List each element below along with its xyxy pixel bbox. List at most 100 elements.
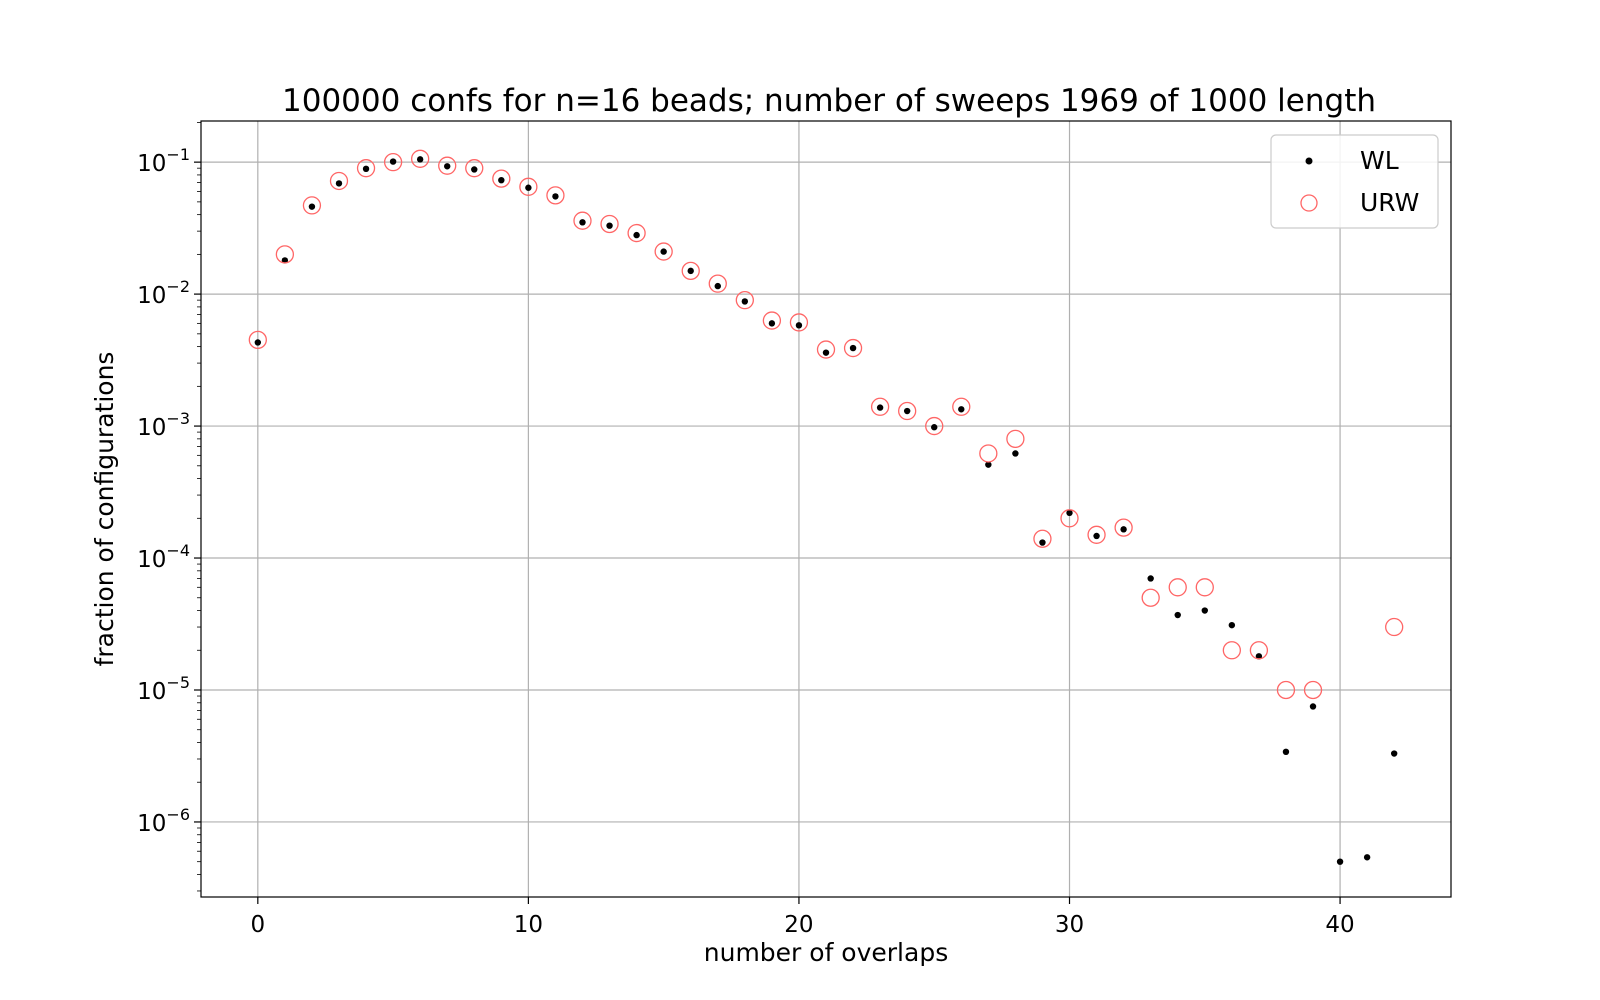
wl-point: [1282, 748, 1290, 756]
series-wl: [254, 156, 1398, 865]
wl-point: [822, 349, 830, 356]
chart-title: 100000 confs for n=16 beads; number of s…: [282, 83, 1376, 119]
y-tick-base: 10: [137, 547, 166, 573]
urw-point: [1385, 617, 1404, 637]
wl-point: [633, 231, 640, 239]
wl-point: [1336, 858, 1344, 865]
wl-point: [741, 298, 749, 305]
wl-point: [1120, 526, 1127, 533]
urw-point: [870, 397, 890, 416]
urw-point: [708, 274, 727, 293]
y-tick-label: 10−4: [137, 541, 190, 573]
wl-point: [1255, 653, 1263, 660]
urw-point: [789, 313, 809, 332]
y-tick-label: 10−3: [137, 409, 190, 441]
wl-point: [1201, 607, 1208, 614]
urw-point: [816, 340, 836, 359]
urw-point: [1303, 680, 1323, 700]
wl-point: [1093, 532, 1100, 540]
y-tick-exponent: −1: [166, 145, 190, 164]
wl-point: [1174, 611, 1181, 619]
y-tick-exponent: −2: [166, 277, 190, 296]
wl-point: [389, 158, 397, 165]
grid-lines: [201, 121, 1451, 897]
wl-point: [335, 180, 343, 187]
y-tick-label: 10−5: [137, 673, 190, 705]
urw-point: [465, 159, 484, 178]
wl-point: [903, 407, 911, 415]
urw-point: [1141, 588, 1160, 607]
plot-frame: [200, 120, 1452, 898]
wl-point: [1039, 539, 1046, 546]
y-tick-base: 10: [137, 679, 166, 705]
x-tick-label: 20: [784, 912, 813, 938]
urw-point: [1087, 525, 1106, 544]
urw-point: [275, 245, 295, 264]
y-tick-exponent: −3: [166, 409, 190, 428]
y-tick-base: 10: [137, 283, 166, 309]
urw-point: [843, 338, 863, 358]
series-urw: [248, 149, 1404, 700]
wl-point: [552, 193, 559, 200]
legend-label-urw: URW: [1360, 188, 1419, 217]
urw-point: [735, 290, 754, 310]
urw-point: [1060, 509, 1079, 528]
y-tick-base: 10: [137, 151, 166, 177]
y-tick-exponent: −5: [166, 673, 190, 692]
wl-point: [1228, 621, 1236, 629]
wl-point: [931, 424, 938, 431]
x-tick-label: 0: [250, 912, 265, 938]
wl-point: [416, 156, 424, 163]
x-axis-label: number of overlaps: [704, 938, 948, 967]
urw-point: [1276, 680, 1296, 700]
urw-point: [492, 169, 511, 188]
urw-point: [627, 223, 646, 243]
y-tick-exponent: −6: [166, 805, 190, 824]
legend-label-wl: WL: [1360, 146, 1399, 175]
wl-point: [660, 248, 667, 255]
wl-point: [849, 344, 857, 352]
wl-point: [362, 165, 370, 173]
legend-marker-urw: [1300, 194, 1318, 212]
urw-point: [1006, 429, 1025, 449]
wl-point: [1390, 750, 1398, 757]
urw-point: [546, 186, 565, 205]
wl-point: [1147, 575, 1154, 582]
wl-point: [768, 320, 776, 327]
urw-point: [1168, 578, 1187, 597]
y-tick-label: 10−1: [137, 145, 190, 177]
y-tick-label: 10−6: [137, 805, 190, 837]
wl-point: [1309, 703, 1317, 710]
urw-point: [952, 397, 971, 416]
legend-marker-wl: [1305, 157, 1313, 165]
wl-point: [958, 406, 965, 413]
wl-point: [876, 404, 884, 411]
wl-point: [714, 282, 721, 290]
wl-point: [471, 166, 478, 173]
wl-point: [525, 184, 532, 191]
wl-point: [444, 163, 451, 170]
y-tick-exponent: −4: [166, 541, 190, 560]
wl-point: [606, 222, 613, 229]
urw-point: [681, 261, 700, 281]
urw-point: [302, 196, 322, 215]
wl-point: [254, 339, 262, 346]
urw-point: [329, 171, 349, 191]
urw-point: [1195, 578, 1214, 597]
wl-point: [687, 267, 694, 275]
urw-point: [1114, 518, 1133, 537]
urw-point: [925, 416, 944, 436]
wl-point: [308, 203, 316, 210]
y-tick-base: 10: [137, 811, 166, 837]
urw-point: [1033, 529, 1052, 548]
urw-point: [654, 242, 673, 261]
wl-point: [1066, 509, 1073, 517]
legend-box: [1270, 134, 1439, 229]
x-tick-label: 40: [1325, 912, 1354, 938]
urw-point: [898, 401, 917, 421]
wl-point: [498, 176, 505, 184]
y-tick-base: 10: [137, 415, 166, 441]
urw-point: [1222, 641, 1241, 660]
